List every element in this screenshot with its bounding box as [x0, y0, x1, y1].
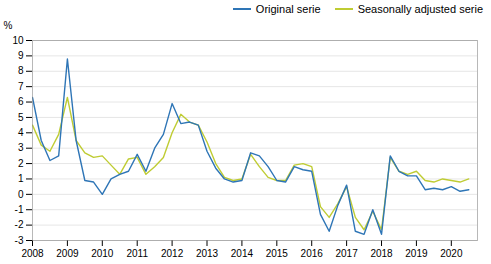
svg-text:8: 8	[18, 65, 24, 76]
svg-text:9: 9	[18, 50, 24, 61]
svg-text:2009: 2009	[56, 248, 79, 259]
svg-text:2019: 2019	[405, 248, 428, 259]
svg-text:1: 1	[18, 173, 24, 184]
svg-text:0: 0	[18, 189, 24, 200]
svg-text:-1: -1	[15, 204, 24, 215]
svg-text:2017: 2017	[335, 248, 358, 259]
svg-text:2010: 2010	[91, 248, 114, 259]
svg-text:-2: -2	[15, 219, 24, 230]
svg-text:5: 5	[18, 112, 24, 123]
svg-text:2014: 2014	[231, 248, 254, 259]
svg-text:-3: -3	[15, 235, 24, 246]
svg-text:10: 10	[12, 35, 24, 46]
svg-text:%: %	[4, 20, 13, 31]
svg-text:2013: 2013	[196, 248, 219, 259]
svg-text:4: 4	[18, 127, 24, 138]
svg-text:7: 7	[18, 81, 24, 92]
html-text:Original serie: Original serie	[255, 3, 321, 15]
svg-text:2016: 2016	[301, 248, 324, 259]
html-text:Seasonally adjusted serie: Seasonally adjusted serie	[357, 3, 483, 15]
svg-text:2008: 2008	[21, 248, 44, 259]
svg-text:2: 2	[18, 158, 24, 169]
svg-text:2011: 2011	[126, 248, 148, 259]
svg-text:2015: 2015	[266, 248, 289, 259]
svg-text:2012: 2012	[161, 248, 184, 259]
svg-text:6: 6	[18, 96, 24, 107]
svg-text:2018: 2018	[370, 248, 393, 259]
svg-text:3: 3	[18, 142, 24, 153]
svg-text:2020: 2020	[440, 248, 463, 259]
